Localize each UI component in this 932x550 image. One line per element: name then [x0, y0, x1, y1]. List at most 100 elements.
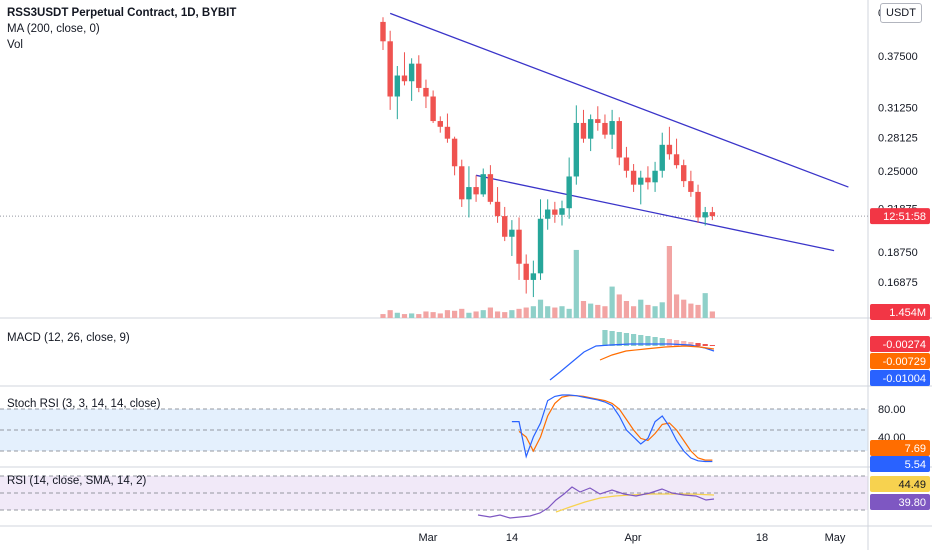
- macd-signal-badge: -0.00729: [883, 356, 926, 368]
- candle: [459, 166, 465, 200]
- rsi-line: [477, 486, 715, 519]
- volume-bar: [380, 314, 386, 318]
- macd-histogram-bar: [659, 338, 665, 346]
- volume-bar: [387, 310, 393, 318]
- macd-signal-line: [599, 345, 715, 361]
- currency-button[interactable]: USDT: [880, 3, 922, 23]
- candle: [638, 177, 644, 185]
- candle: [630, 170, 637, 185]
- macd-histogram-bar: [688, 342, 694, 346]
- volume-bar: [673, 294, 680, 318]
- macd-histogram-bar: [709, 345, 715, 346]
- candle: [394, 75, 401, 97]
- candle: [480, 174, 486, 195]
- candle: [652, 170, 658, 183]
- candle: [709, 212, 716, 217]
- candle: [416, 63, 422, 88]
- vol-legend[interactable]: Vol: [7, 39, 23, 51]
- price-tick-label: 0.18750: [878, 247, 918, 259]
- volume-bar: [452, 310, 458, 318]
- volume-bar: [580, 300, 587, 318]
- volume-bar: [652, 306, 658, 318]
- stoch-k-line: [511, 394, 713, 463]
- candle: [401, 75, 408, 82]
- macd-histogram-bar: [652, 337, 658, 346]
- volume-bar: [487, 307, 493, 318]
- stoch-k-badge: 7.69: [905, 443, 926, 455]
- candle: [645, 177, 651, 183]
- volume-bar: [394, 312, 400, 318]
- candle: [387, 41, 393, 97]
- candle: [544, 209, 551, 219]
- volume-bar: [473, 311, 479, 318]
- candle: [566, 176, 572, 209]
- candle: [688, 181, 694, 192]
- macd-histogram-bar: [673, 340, 680, 346]
- volume-bar: [702, 293, 708, 318]
- macd-histogram-bar: [631, 334, 637, 346]
- time-tick-label: Mar: [419, 532, 438, 544]
- candle: [444, 126, 451, 139]
- volume-bar: [566, 308, 572, 318]
- time-tick-label: 14: [506, 532, 518, 544]
- stoch-rsi-legend[interactable]: Stoch RSI (3, 3, 14, 14, close): [7, 398, 161, 410]
- volume-bar: [709, 311, 715, 318]
- macd-histogram-bar: [609, 331, 615, 346]
- candle: [659, 144, 665, 171]
- volume-bar: [666, 246, 672, 318]
- volume-bar: [631, 306, 637, 318]
- candle: [616, 121, 622, 158]
- volume-bar: [545, 306, 551, 318]
- stoch-k-badge-bg: [870, 440, 930, 456]
- volume-bar: [523, 307, 529, 318]
- volume-bar: [602, 306, 608, 318]
- candle: [681, 165, 687, 182]
- candle: [473, 187, 479, 195]
- macd-histogram-bar: [616, 332, 622, 346]
- candle: [623, 157, 630, 171]
- volume-bar: [509, 310, 515, 318]
- candle: [451, 138, 458, 167]
- rsi-legend[interactable]: RSI (14, close, SMA, 14, 2): [7, 475, 147, 487]
- candle: [494, 201, 501, 217]
- volume-bar: [494, 311, 501, 318]
- rsi-ma-badge-bg: [870, 476, 930, 492]
- volume-bar: [502, 312, 508, 318]
- volume-bar: [480, 310, 486, 318]
- candle: [595, 119, 601, 123]
- candle: [573, 122, 580, 177]
- macd-histogram-bar: [602, 330, 608, 346]
- macd-legend[interactable]: MACD (12, 26, close, 9): [7, 332, 130, 344]
- candle: [516, 229, 522, 264]
- candle: [423, 87, 429, 97]
- time-tick-label: Apr: [624, 532, 641, 544]
- volume-bar: [588, 303, 594, 318]
- macd-histogram-bar: [681, 341, 687, 346]
- candle: [602, 122, 608, 135]
- macd-histogram-bar: [702, 344, 708, 346]
- volume-bar: [416, 314, 422, 318]
- volume-bar: [659, 302, 665, 318]
- volume-bar: [444, 310, 451, 318]
- candle: [466, 187, 472, 200]
- candle: [702, 212, 708, 218]
- candle: [408, 63, 415, 82]
- candle: [559, 208, 565, 215]
- macd-hist-badge-bg: [870, 336, 930, 352]
- macd-histogram-bar: [645, 336, 651, 346]
- time-tick-label: 18: [756, 532, 768, 544]
- volume-bar: [688, 303, 694, 318]
- price-tick-label: 0.31250: [878, 103, 918, 115]
- price-tick-label: 0.37500: [878, 51, 918, 63]
- macd-histogram-bar: [623, 333, 630, 346]
- candle: [530, 273, 537, 280]
- candle: [509, 229, 515, 237]
- candle: [673, 154, 680, 166]
- symbol-legend[interactable]: RSS3USDT Perpetual Contract, 1D, BYBIT: [7, 7, 237, 19]
- candle: [537, 218, 544, 274]
- ma-legend[interactable]: MA (200, close, 0): [7, 23, 100, 35]
- volume-bar: [595, 304, 601, 318]
- rsi-badge-bg: [870, 494, 930, 510]
- volume-bar: [466, 312, 472, 318]
